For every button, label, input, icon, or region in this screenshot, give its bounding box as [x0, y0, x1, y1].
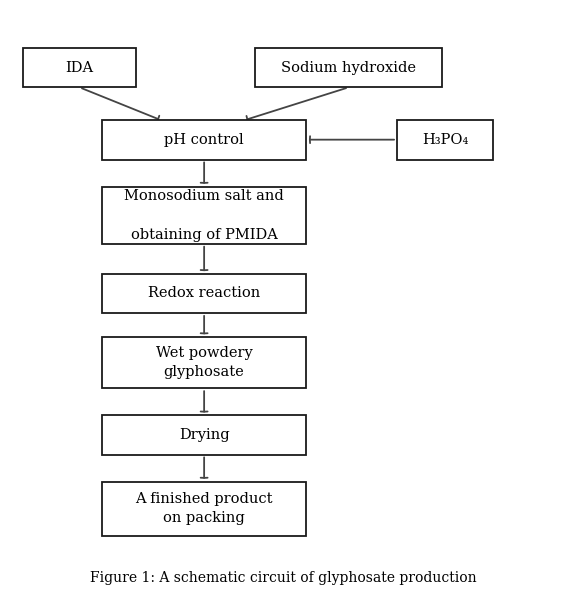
Bar — [102, 482, 306, 536]
Bar — [255, 48, 442, 87]
Bar — [397, 120, 493, 160]
Text: Figure 1: A schematic circuit of glyphosate production: Figure 1: A schematic circuit of glyphos… — [90, 571, 477, 585]
Bar — [102, 415, 306, 455]
Text: Sodium hydroxide: Sodium hydroxide — [281, 61, 416, 75]
Text: Monosodium salt and

obtaining of PMIDA: Monosodium salt and obtaining of PMIDA — [124, 188, 284, 242]
Text: IDA: IDA — [65, 61, 94, 75]
Bar — [102, 274, 306, 313]
Text: pH control: pH control — [164, 133, 244, 147]
Bar — [102, 120, 306, 160]
Bar — [102, 337, 306, 388]
Bar — [23, 48, 136, 87]
Text: A finished product
on packing: A finished product on packing — [136, 492, 273, 526]
Text: Redox reaction: Redox reaction — [148, 287, 260, 300]
Bar — [102, 187, 306, 244]
Text: Drying: Drying — [179, 428, 230, 442]
Text: Wet powdery
glyphosate: Wet powdery glyphosate — [156, 346, 252, 379]
Text: H₃PO₄: H₃PO₄ — [422, 133, 468, 147]
